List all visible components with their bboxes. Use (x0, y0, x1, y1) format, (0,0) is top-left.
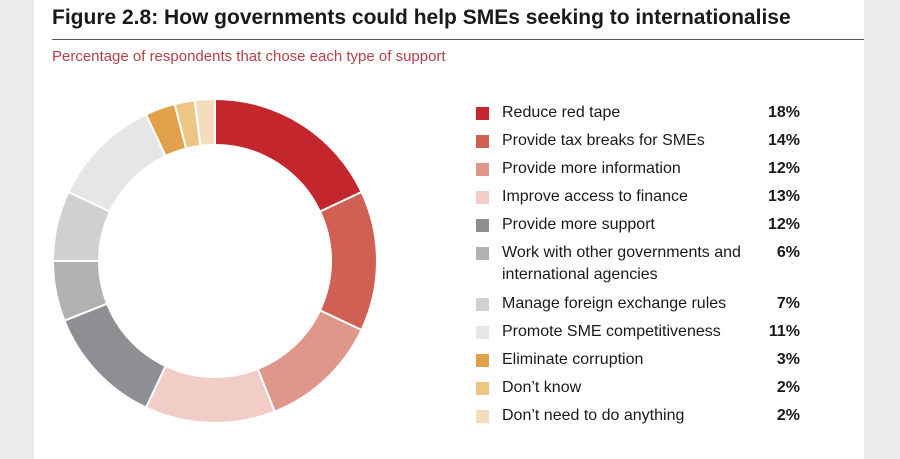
legend-value: 12% (767, 160, 800, 177)
legend-item: Manage foreign exchange rules 7% (476, 293, 806, 315)
legend-value: 2% (776, 379, 800, 396)
legend-item: Promote SME competitiveness 11% (476, 321, 806, 343)
legend-item: Provide more support 12% (476, 214, 806, 236)
legend-item: Reduce red tape 18% (476, 102, 806, 124)
legend-value: 2% (776, 407, 800, 424)
donut-slice (318, 190, 378, 332)
legend-swatch (476, 163, 489, 176)
legend-label: Promote SME competitiveness (502, 323, 721, 340)
legend-value: 11% (768, 323, 800, 340)
legend-swatch (476, 326, 489, 339)
donut-slice (144, 364, 276, 424)
donut-slice (67, 113, 167, 213)
legend-swatch (476, 382, 489, 395)
legend-swatch (476, 107, 489, 120)
legend-label: Don’t know (502, 379, 582, 396)
legend-swatch (476, 191, 489, 204)
legend-item: Eliminate corruption 3% (476, 349, 806, 371)
legend-value: 18% (767, 104, 800, 121)
legend-value: 12% (767, 216, 800, 233)
legend-label: Reduce red tape (502, 104, 621, 121)
legend-value: 14% (767, 132, 800, 149)
legend-label: Work with other governments and internat… (502, 244, 741, 283)
legend-label: Eliminate corruption (502, 351, 644, 368)
legend-label: Provide more support (502, 216, 655, 233)
legend-label: Manage foreign exchange rules (502, 295, 727, 312)
legend-swatch (476, 354, 489, 367)
figure-subtitle: Percentage of respondents that chose eac… (52, 48, 446, 65)
legend-item: Provide more information 12% (476, 158, 806, 180)
legend-item: Improve access to finance 13% (476, 186, 806, 208)
title-rule (52, 39, 864, 40)
legend-value: 3% (776, 351, 800, 368)
legend-item: Work with other governments and internat… (476, 242, 806, 286)
legend-value: 13% (767, 188, 800, 205)
donut-slice (214, 97, 363, 213)
legend-swatch (476, 219, 489, 232)
legend-value: 7% (776, 295, 800, 312)
legend-label: Provide more information (502, 160, 681, 177)
legend-label: Don’t need to do anything (502, 407, 685, 424)
legend-swatch (476, 135, 489, 148)
figure-title: Figure 2.8: How governments could help S… (52, 6, 791, 29)
legend-swatch (476, 410, 489, 423)
chart-legend: Reduce red tape 18% Provide tax breaks fo… (476, 102, 806, 433)
donut-slice (256, 309, 363, 413)
donut-slice (63, 302, 167, 409)
legend-swatch (476, 298, 489, 311)
legend-label: Provide tax breaks for SMEs (502, 132, 705, 149)
legend-label: Improve access to finance (502, 188, 688, 205)
legend-item: Provide tax breaks for SMEs 14% (476, 130, 806, 152)
legend-swatch (476, 247, 489, 260)
legend-item: Don’t know 2% (476, 377, 806, 399)
donut-chart (51, 97, 378, 424)
donut-slice (193, 97, 216, 148)
legend-value: 6% (776, 244, 800, 261)
legend-item: Don’t need to do anything 2% (476, 405, 806, 427)
